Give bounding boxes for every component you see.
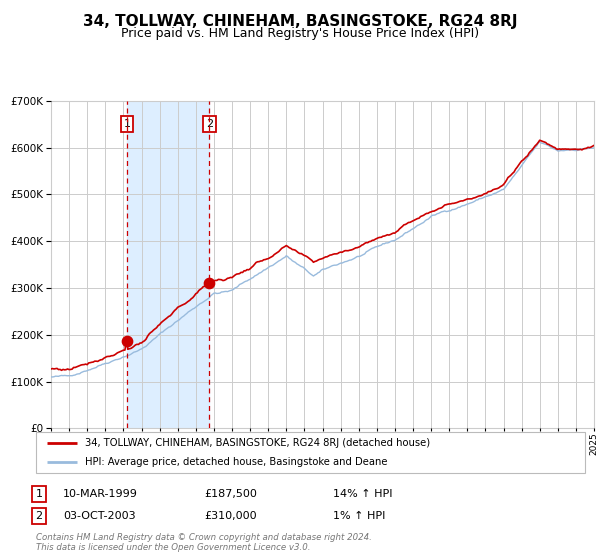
Text: 1% ↑ HPI: 1% ↑ HPI bbox=[333, 511, 385, 521]
Text: 34, TOLLWAY, CHINEHAM, BASINGSTOKE, RG24 8RJ: 34, TOLLWAY, CHINEHAM, BASINGSTOKE, RG24… bbox=[83, 14, 517, 29]
Text: This data is licensed under the Open Government Licence v3.0.: This data is licensed under the Open Gov… bbox=[36, 543, 311, 552]
Text: 03-OCT-2003: 03-OCT-2003 bbox=[63, 511, 136, 521]
FancyBboxPatch shape bbox=[36, 432, 585, 473]
Text: 1: 1 bbox=[35, 489, 43, 499]
Point bbox=[205, 279, 214, 288]
Text: £187,500: £187,500 bbox=[204, 489, 257, 499]
Text: HPI: Average price, detached house, Basingstoke and Deane: HPI: Average price, detached house, Basi… bbox=[85, 457, 388, 467]
Text: Price paid vs. HM Land Registry's House Price Index (HPI): Price paid vs. HM Land Registry's House … bbox=[121, 27, 479, 40]
Text: 1: 1 bbox=[124, 119, 130, 129]
Bar bbox=[127, 101, 209, 428]
Text: 2: 2 bbox=[35, 511, 43, 521]
Text: 10-MAR-1999: 10-MAR-1999 bbox=[63, 489, 138, 499]
Text: 2: 2 bbox=[206, 119, 213, 129]
Text: Contains HM Land Registry data © Crown copyright and database right 2024.: Contains HM Land Registry data © Crown c… bbox=[36, 533, 372, 542]
Text: 14% ↑ HPI: 14% ↑ HPI bbox=[333, 489, 392, 499]
Point bbox=[122, 336, 131, 345]
Text: £310,000: £310,000 bbox=[204, 511, 257, 521]
Text: 34, TOLLWAY, CHINEHAM, BASINGSTOKE, RG24 8RJ (detached house): 34, TOLLWAY, CHINEHAM, BASINGSTOKE, RG24… bbox=[85, 438, 431, 449]
